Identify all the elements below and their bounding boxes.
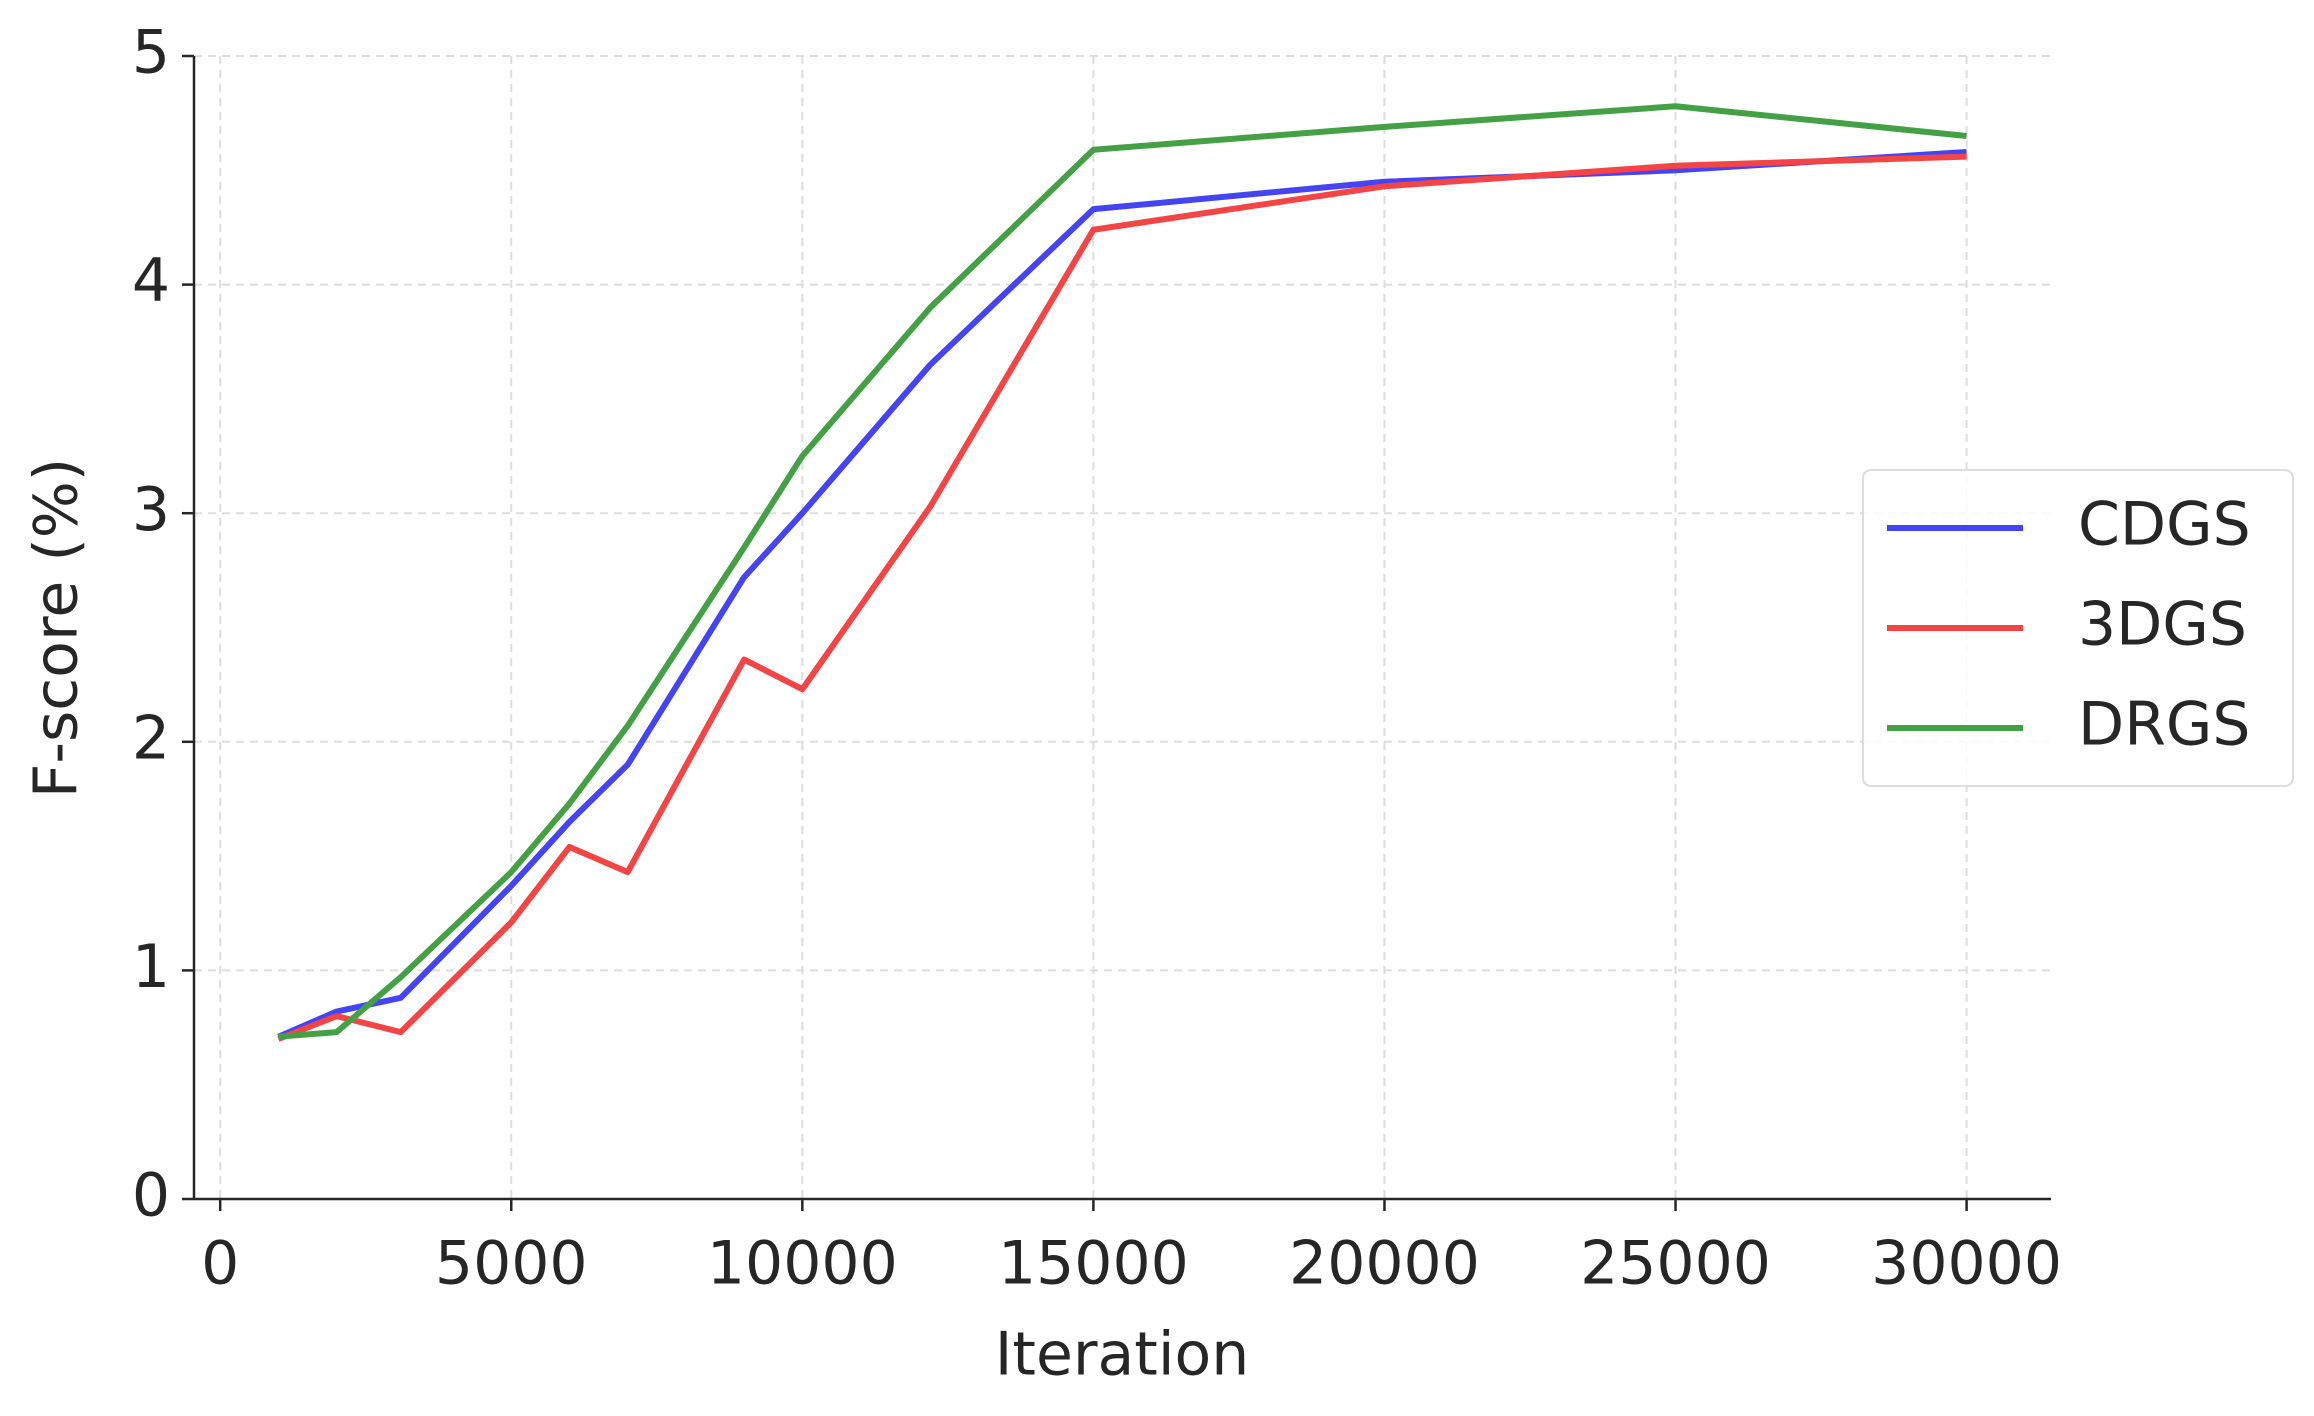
legend-label: 3DGS	[2078, 590, 2247, 660]
legend-label: CDGS	[2078, 490, 2251, 560]
y-tick-label: 3	[132, 475, 170, 545]
x-tick-label: 30000	[1871, 1229, 2062, 1299]
y-tick-label: 2	[132, 703, 170, 773]
x-tick-label: 15000	[998, 1229, 1189, 1299]
line-series	[278, 103, 1967, 1040]
x-axis-label: Iteration	[995, 1320, 1250, 1390]
x-tick-label: 20000	[1289, 1229, 1480, 1299]
y-tick-label: 5	[132, 18, 170, 88]
line-series	[277, 153, 1967, 1042]
y-tick-label: 4	[132, 246, 170, 316]
x-tick-label: 0	[201, 1229, 239, 1299]
legend-label: DRGS	[2078, 690, 2250, 760]
line-series	[277, 149, 1967, 1040]
legend-box	[1862, 469, 2294, 787]
y-axis-label: F-score (%)	[22, 458, 92, 798]
y-tick-label: 1	[132, 932, 170, 1002]
x-tick-label: 5000	[435, 1229, 588, 1299]
x-tick-label: 25000	[1580, 1229, 1771, 1299]
y-tick-label: 0	[132, 1161, 170, 1231]
x-tick-label: 10000	[707, 1229, 898, 1299]
